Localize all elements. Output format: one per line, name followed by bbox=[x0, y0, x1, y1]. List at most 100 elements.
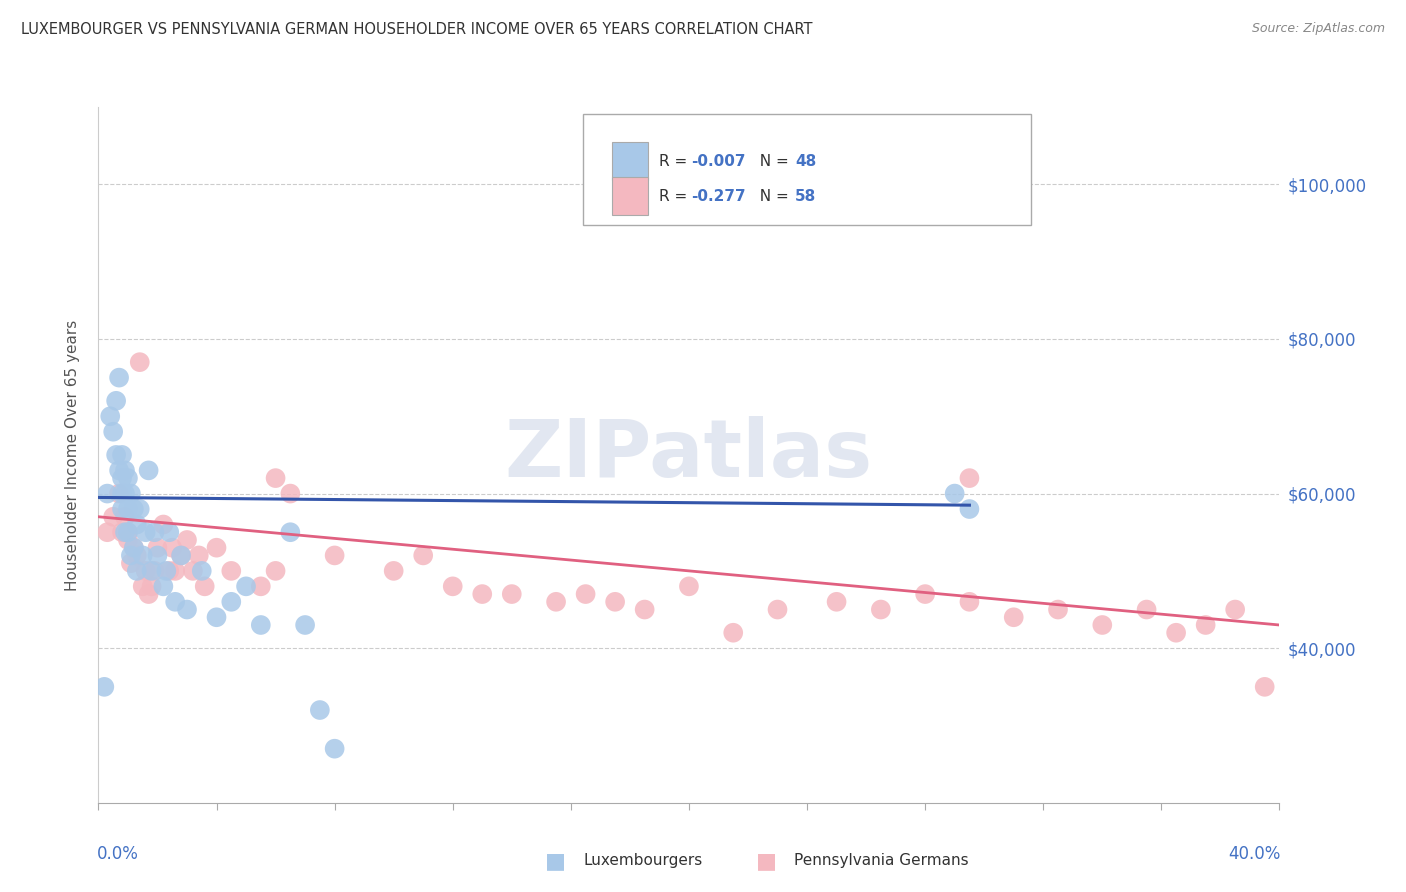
Point bbox=[135, 525, 157, 540]
Point bbox=[250, 618, 273, 632]
Point bbox=[250, 579, 273, 593]
Text: 40.0%: 40.0% bbox=[1229, 845, 1281, 863]
Point bbox=[264, 564, 287, 578]
Point bbox=[111, 471, 134, 485]
Point bbox=[93, 680, 115, 694]
Point bbox=[501, 587, 523, 601]
Point bbox=[114, 509, 136, 524]
Point bbox=[766, 602, 789, 616]
Point bbox=[96, 525, 118, 540]
Point bbox=[108, 463, 131, 477]
Text: ZIPatlas: ZIPatlas bbox=[505, 416, 873, 494]
Text: Pennsylvania Germans: Pennsylvania Germans bbox=[794, 854, 969, 868]
Point bbox=[165, 595, 187, 609]
Point bbox=[187, 549, 209, 563]
Point bbox=[141, 579, 163, 593]
Point bbox=[128, 502, 150, 516]
Point bbox=[176, 533, 198, 547]
Point bbox=[96, 486, 118, 500]
Point bbox=[205, 541, 228, 555]
Point bbox=[120, 549, 142, 563]
Text: ■: ■ bbox=[756, 851, 776, 871]
Text: ■: ■ bbox=[546, 851, 565, 871]
Bar bbox=[612, 142, 648, 180]
Point bbox=[1135, 602, 1157, 616]
Point bbox=[155, 564, 177, 578]
Point bbox=[309, 703, 332, 717]
Point bbox=[165, 564, 187, 578]
Point bbox=[157, 525, 180, 540]
Point bbox=[264, 471, 287, 485]
FancyBboxPatch shape bbox=[582, 114, 1032, 226]
Point bbox=[170, 549, 193, 563]
Point bbox=[194, 579, 217, 593]
Point bbox=[103, 425, 125, 439]
Point bbox=[181, 564, 204, 578]
Point bbox=[278, 525, 302, 540]
Point bbox=[125, 517, 148, 532]
Point bbox=[1002, 610, 1025, 624]
Point bbox=[128, 355, 150, 369]
Point bbox=[959, 471, 981, 485]
Point bbox=[98, 409, 121, 424]
Point bbox=[103, 509, 125, 524]
Point bbox=[157, 564, 180, 578]
Point bbox=[114, 486, 136, 500]
Point bbox=[141, 564, 163, 578]
Point bbox=[162, 541, 183, 555]
Point bbox=[122, 502, 145, 516]
Point bbox=[1164, 625, 1187, 640]
Text: 0.0%: 0.0% bbox=[97, 845, 139, 863]
Point bbox=[108, 486, 131, 500]
Point bbox=[146, 541, 169, 555]
Text: R =: R = bbox=[659, 153, 693, 169]
Point bbox=[132, 549, 155, 563]
Point bbox=[633, 602, 655, 616]
Point bbox=[471, 587, 494, 601]
Point bbox=[943, 486, 966, 500]
Point bbox=[546, 595, 568, 609]
Point bbox=[120, 556, 142, 570]
Point bbox=[1195, 618, 1218, 632]
Point bbox=[825, 595, 848, 609]
Point bbox=[114, 463, 136, 477]
Point bbox=[294, 618, 316, 632]
Point bbox=[678, 579, 700, 593]
Point bbox=[1091, 618, 1114, 632]
Text: N =: N = bbox=[751, 188, 794, 203]
Point bbox=[235, 579, 257, 593]
Text: Luxembourgers: Luxembourgers bbox=[583, 854, 703, 868]
Point bbox=[143, 525, 166, 540]
Point bbox=[191, 564, 214, 578]
Point bbox=[125, 549, 148, 563]
Point bbox=[382, 564, 405, 578]
Point bbox=[914, 587, 936, 601]
Point bbox=[138, 463, 160, 477]
Point bbox=[122, 541, 145, 555]
Text: -0.277: -0.277 bbox=[692, 188, 747, 203]
Y-axis label: Householder Income Over 65 years: Householder Income Over 65 years bbox=[65, 319, 80, 591]
Point bbox=[135, 564, 157, 578]
Bar bbox=[612, 177, 648, 215]
Point bbox=[1046, 602, 1069, 616]
Point bbox=[605, 595, 627, 609]
Point bbox=[412, 549, 434, 563]
Point bbox=[117, 525, 139, 540]
Point bbox=[111, 502, 134, 516]
Point bbox=[1223, 602, 1246, 616]
Point bbox=[138, 587, 160, 601]
Point bbox=[105, 448, 128, 462]
Point bbox=[441, 579, 464, 593]
Text: 58: 58 bbox=[796, 188, 817, 203]
Point bbox=[125, 564, 148, 578]
Point bbox=[170, 549, 193, 563]
Point bbox=[143, 564, 166, 578]
Text: LUXEMBOURGER VS PENNSYLVANIA GERMAN HOUSEHOLDER INCOME OVER 65 YEARS CORRELATION: LUXEMBOURGER VS PENNSYLVANIA GERMAN HOUS… bbox=[21, 22, 813, 37]
Text: N =: N = bbox=[751, 153, 794, 169]
Point bbox=[1254, 680, 1277, 694]
Text: R =: R = bbox=[659, 188, 693, 203]
Point bbox=[108, 370, 131, 384]
Point bbox=[869, 602, 891, 616]
Point bbox=[574, 587, 596, 601]
Point bbox=[114, 525, 136, 540]
